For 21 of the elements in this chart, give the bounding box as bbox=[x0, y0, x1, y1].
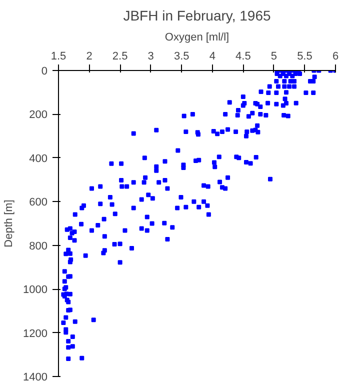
x-tick-label: 4 bbox=[209, 50, 216, 62]
x-axis-title: Oxygen [ml/l] bbox=[164, 32, 230, 44]
y-tick-label: 1400 bbox=[23, 372, 48, 384]
x-tick-label: 3 bbox=[148, 50, 154, 62]
x-tick-label: 5 bbox=[270, 50, 278, 62]
y-tick-label: 800 bbox=[29, 240, 48, 252]
x-tick-label: 4.5 bbox=[236, 50, 251, 62]
x-tick-label: 2.5 bbox=[112, 50, 128, 62]
x-tick-label: 3.5 bbox=[174, 50, 190, 62]
y-tick-label: 1000 bbox=[23, 284, 48, 296]
chart-title: JBFH in February, 1965 bbox=[123, 8, 272, 24]
y-tick-label: 400 bbox=[29, 152, 48, 165]
x-tick-label: 5.5 bbox=[297, 50, 312, 62]
y-tick-label: 0 bbox=[41, 66, 48, 78]
x-tick-label: 2 bbox=[86, 50, 92, 62]
y-tick-label: 1200 bbox=[23, 328, 48, 340]
y-tick-label: 200 bbox=[29, 109, 48, 122]
x-tick-label: 1.5 bbox=[50, 50, 66, 62]
x-tick-label: 6 bbox=[332, 50, 339, 62]
y-tick-label: 600 bbox=[29, 196, 48, 209]
y-axis-title: Depth [m] bbox=[3, 200, 16, 248]
